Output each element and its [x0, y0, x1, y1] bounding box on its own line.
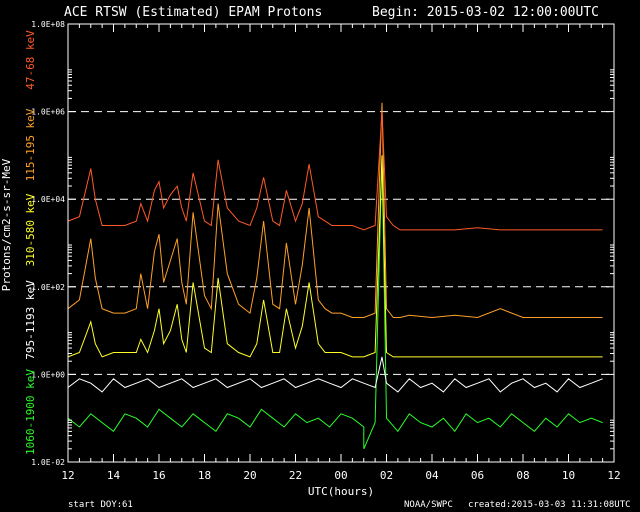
legend-label: 310-580 keV: [24, 193, 37, 266]
chart-title: ACE RTSW (Estimated) EPAM Protons: [64, 5, 322, 20]
y-tick-label: 1.0E+08: [31, 20, 65, 29]
x-tick-label: 00: [334, 469, 347, 482]
y-tick-label: 1.0E+00: [31, 370, 65, 379]
legend-label: 47-68 keV: [24, 30, 37, 90]
y-axis-ticks: 1.0E-02 1.0E+00 1.0E+02 1.0E+04 1.0E+06 1.0E+…: [31, 20, 614, 467]
legend-label: 795-1193 keV: [24, 280, 37, 360]
legend-label: 1060-1900 keV: [24, 369, 37, 455]
x-tick-label: 06: [471, 469, 484, 482]
x-axis-label: UTC(hours): [308, 485, 374, 498]
x-tick-label: 10: [562, 469, 575, 482]
x-tick-label: 12: [607, 469, 620, 482]
series-legend: 47-68 keV 115-195 keV 310-580 keV 795-1193 …: [24, 30, 37, 455]
y-tick-label: 1.0E+02: [31, 283, 65, 292]
x-tick-label: 18: [198, 469, 211, 482]
plot-frame: [67, 23, 615, 463]
series-line-115-195-keV: [67, 102, 603, 319]
legend-label: 115-195 keV: [24, 108, 37, 181]
start-doy-value: 61: [122, 500, 133, 510]
series-line-1060-1900-keV: [67, 155, 603, 450]
series-line-47-68-keV: [67, 111, 603, 231]
x-tick-label: 02: [380, 469, 393, 482]
source-label: NOAA/SWPC: [404, 500, 453, 510]
series-lines: [67, 102, 603, 450]
y-axis-label: Protons/cm2-s-sr-MeV: [0, 158, 13, 291]
y-tick-label: 1.0E+04: [31, 195, 65, 204]
x-tick-label: 20: [243, 469, 256, 482]
x-tick-label: 16: [152, 469, 165, 482]
x-tick-label: 12: [61, 469, 74, 482]
x-tick-label: 04: [425, 469, 439, 482]
chart-begin-time: Begin: 2015-03-02 12:00:00UTC: [372, 5, 599, 20]
series-line-795-1193-keV: [67, 356, 603, 393]
y-tick-label: 1.0E+06: [31, 108, 65, 117]
y-tick-label: 1.0E-02: [31, 458, 65, 467]
x-tick-label: 22: [289, 469, 302, 482]
created-timestamp: created:2015-03-03 11:31:08UTC: [468, 500, 631, 510]
series-line-310-580-keV: [67, 155, 603, 358]
x-tick-label: 14: [107, 469, 121, 482]
dashed-gridlines: [68, 111, 614, 375]
start-doy-label: start DOY:: [68, 500, 122, 510]
x-tick-label: 08: [516, 469, 529, 482]
